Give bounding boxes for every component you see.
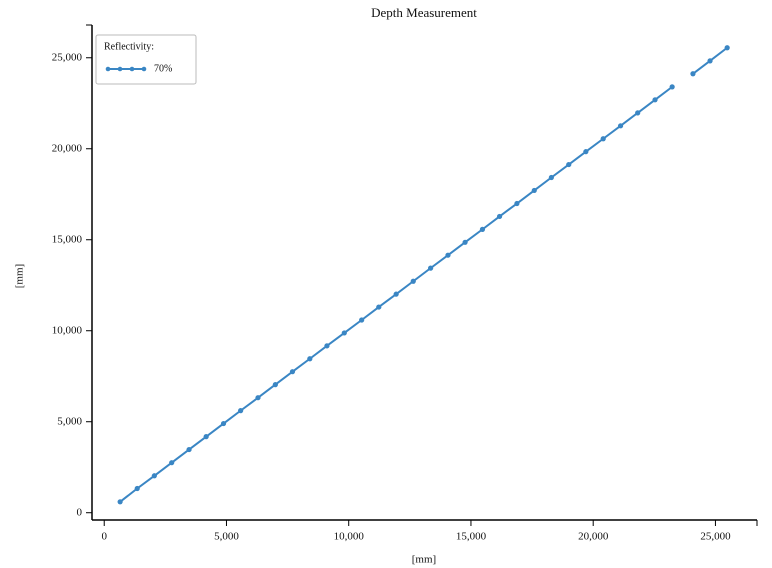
data-point xyxy=(290,369,295,374)
data-point xyxy=(238,408,243,413)
x-tick-label: 25,000 xyxy=(700,531,731,543)
legend-marker xyxy=(118,67,123,72)
data-point xyxy=(670,84,675,89)
data-point xyxy=(186,447,191,452)
data-point xyxy=(307,356,312,361)
data-point xyxy=(255,395,260,400)
data-point xyxy=(204,434,209,439)
legend-marker xyxy=(142,67,147,72)
data-point xyxy=(690,71,695,76)
series-line xyxy=(120,48,727,502)
data-point xyxy=(725,45,730,50)
x-tick-label: 15,000 xyxy=(456,531,487,543)
data-point xyxy=(411,279,416,284)
data-point xyxy=(152,473,157,478)
data-point xyxy=(480,227,485,232)
data-point xyxy=(273,382,278,387)
chart: Depth Measurement [mm] [mm] 0 5,000 10,000… xyxy=(0,0,772,568)
chart-title: Depth Measurement xyxy=(371,5,477,20)
legend-marker xyxy=(130,67,135,72)
data-point xyxy=(618,123,623,128)
data-point xyxy=(462,240,467,245)
data-point xyxy=(707,58,712,63)
data-point xyxy=(566,162,571,167)
legend-title: Reflectivity: xyxy=(104,41,154,52)
x-axis-label: [mm] xyxy=(412,554,436,566)
data-point xyxy=(394,292,399,297)
data-point xyxy=(635,110,640,115)
data-point xyxy=(532,188,537,193)
x-tick-label: 0 xyxy=(101,531,107,543)
data-point xyxy=(135,486,140,491)
data-point xyxy=(324,343,329,348)
page: {"chart_data": {"type": "line", "title":… xyxy=(0,0,772,568)
y-tick-label: 15,000 xyxy=(52,233,83,245)
data-point xyxy=(428,266,433,271)
data-point xyxy=(342,330,347,335)
data-point xyxy=(549,175,554,180)
data-point xyxy=(359,317,364,322)
data-point xyxy=(169,460,174,465)
data-point xyxy=(652,97,657,102)
data-point xyxy=(514,201,519,206)
x-tick-label: 20,000 xyxy=(578,531,609,543)
data-point xyxy=(497,214,502,219)
y-tick-label: 10,000 xyxy=(52,324,83,336)
data-point xyxy=(601,136,606,141)
y-tick-label: 5,000 xyxy=(57,415,82,427)
data-point xyxy=(376,304,381,309)
x-tick-label: 10,000 xyxy=(334,531,365,543)
data-point xyxy=(118,499,123,504)
y-axis-label: [mm] xyxy=(14,264,26,288)
legend-label: 70% xyxy=(154,63,172,74)
legend-marker xyxy=(106,67,111,72)
y-tick-label: 0 xyxy=(77,506,83,518)
y-tick-label: 25,000 xyxy=(52,51,83,63)
data-point xyxy=(583,149,588,154)
x-tick-label: 5,000 xyxy=(214,531,239,543)
y-tick-label: 20,000 xyxy=(52,142,83,154)
data-point xyxy=(221,421,226,426)
data-point xyxy=(445,253,450,258)
